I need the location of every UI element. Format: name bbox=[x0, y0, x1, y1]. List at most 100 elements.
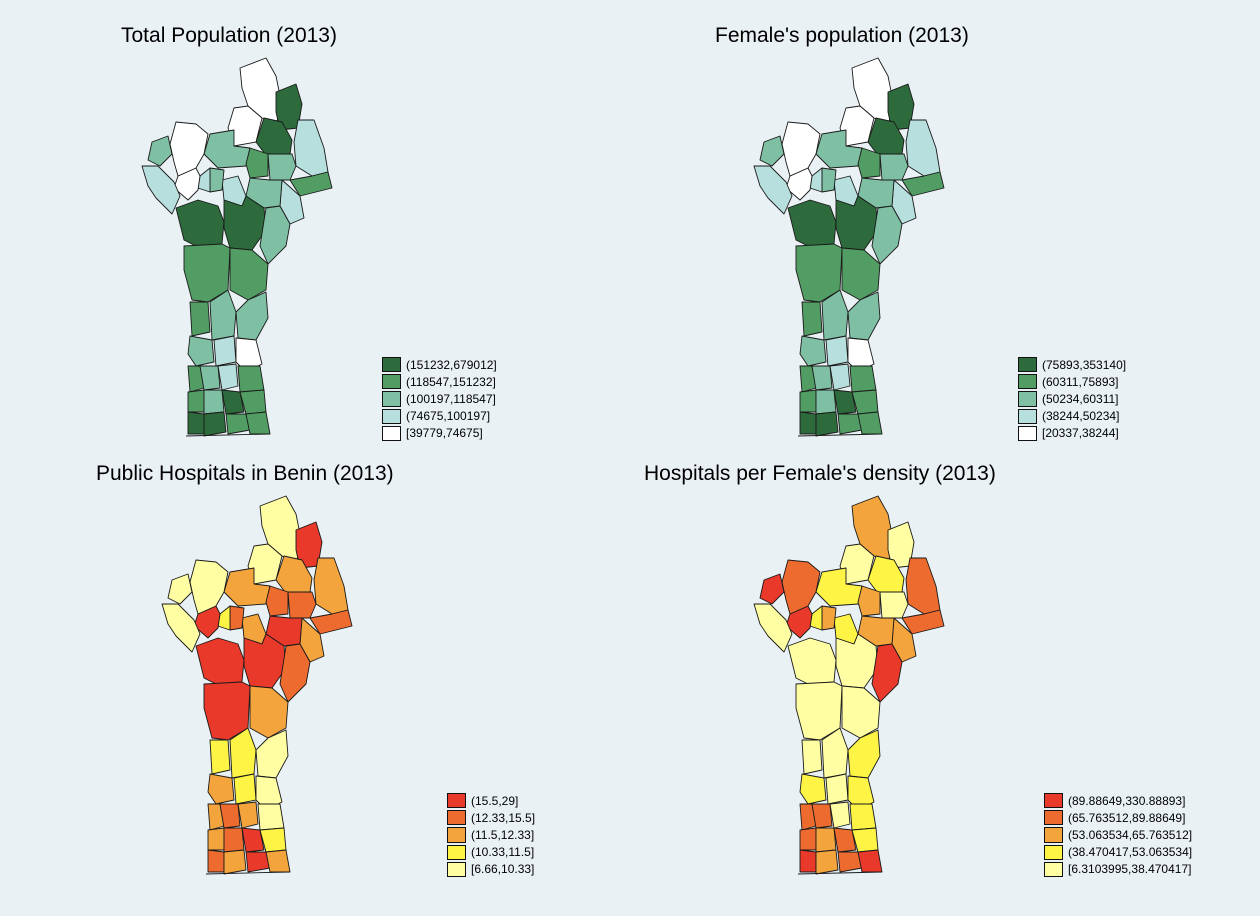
legend-label: [20337,38244] bbox=[1042, 426, 1119, 441]
commune-region bbox=[821, 167, 837, 193]
commune-region bbox=[841, 685, 881, 739]
commune-region bbox=[207, 827, 225, 851]
commune-region bbox=[147, 135, 173, 167]
legend-label: (15.5,29] bbox=[471, 793, 519, 808]
legend-density: (89.88649,330.88893] (65.763512,89.88649… bbox=[1044, 792, 1192, 878]
commune-region bbox=[795, 681, 843, 741]
legend-item: (74675,100197] bbox=[382, 408, 497, 425]
commune-region bbox=[759, 573, 785, 605]
commune-region bbox=[849, 365, 877, 393]
commune-region bbox=[203, 389, 225, 415]
legend-label: (151232,679012] bbox=[406, 357, 497, 372]
legend-swatch bbox=[447, 810, 466, 826]
commune-region bbox=[233, 773, 257, 805]
legend-label: [6.66,10.33] bbox=[471, 862, 535, 877]
legend-item: [6.66,10.33] bbox=[447, 861, 535, 878]
legend-item: (15.5,29] bbox=[447, 792, 535, 809]
legend-label: (12.33,15.5] bbox=[471, 810, 536, 825]
legend-label: (38.470417,53.063534] bbox=[1068, 845, 1193, 860]
commune-region bbox=[219, 803, 241, 829]
legend-swatch bbox=[1044, 861, 1063, 877]
commune-region bbox=[879, 153, 909, 181]
commune-region bbox=[849, 803, 877, 831]
commune-region bbox=[237, 801, 259, 829]
commune-region bbox=[161, 603, 201, 653]
commune-region bbox=[841, 247, 881, 301]
legend-label: (60311,75893] bbox=[1042, 374, 1119, 389]
commune-region bbox=[209, 167, 225, 193]
legend-item: (75893,353140] bbox=[1018, 356, 1126, 373]
commune-region bbox=[267, 153, 297, 181]
legend-swatch bbox=[1018, 357, 1037, 373]
commune-region bbox=[799, 335, 827, 367]
coastline bbox=[205, 871, 291, 875]
legend-item: (118547,151232] bbox=[382, 373, 497, 390]
commune-region bbox=[833, 389, 857, 415]
coastline bbox=[797, 433, 883, 437]
commune-region bbox=[839, 105, 875, 147]
legend-item: (11.5,12.33] bbox=[447, 826, 535, 843]
commune-region bbox=[293, 119, 329, 177]
legend-label: (118547,151232] bbox=[406, 374, 496, 389]
commune-region bbox=[787, 199, 837, 247]
legend-swatch bbox=[382, 425, 401, 441]
commune-region bbox=[829, 801, 851, 829]
legend-swatch bbox=[1044, 844, 1063, 860]
commune-region bbox=[229, 247, 269, 301]
legend-item: (12.33,15.5] bbox=[447, 809, 535, 826]
legend-swatch bbox=[1018, 425, 1037, 441]
benin-map-total bbox=[141, 57, 333, 437]
commune-region bbox=[857, 585, 881, 617]
legend-item: (10.33,11.5] bbox=[447, 844, 535, 861]
commune-region bbox=[247, 543, 283, 585]
commune-region bbox=[815, 827, 837, 853]
commune-region bbox=[313, 557, 349, 615]
coastline bbox=[797, 871, 883, 875]
commune-region bbox=[781, 121, 821, 177]
commune-region bbox=[801, 739, 823, 775]
commune-region bbox=[187, 411, 205, 435]
commune-region bbox=[189, 559, 229, 615]
legend-swatch bbox=[1018, 391, 1037, 407]
commune-region bbox=[227, 105, 263, 147]
panel-title-hospitals: Public Hospitals in Benin (2013) bbox=[96, 462, 394, 485]
commune-region bbox=[259, 205, 291, 265]
commune-region bbox=[905, 557, 941, 615]
commune-region bbox=[811, 365, 833, 391]
commune-region bbox=[799, 849, 817, 873]
legend-label: (38244,50234] bbox=[1042, 409, 1120, 424]
commune-region bbox=[879, 591, 909, 619]
panel-title-female: Female's population (2013) bbox=[715, 24, 969, 47]
commune-region bbox=[203, 681, 251, 741]
legend-item: (151232,679012] bbox=[382, 356, 497, 373]
legend-swatch bbox=[382, 408, 401, 424]
commune-region bbox=[249, 685, 289, 739]
commune-region bbox=[811, 803, 833, 829]
commune-region bbox=[787, 637, 837, 685]
legend-swatch bbox=[447, 844, 466, 860]
commune-region bbox=[207, 849, 225, 873]
legend-swatch bbox=[382, 357, 401, 373]
commune-region bbox=[759, 135, 785, 167]
panel-title-total: Total Population (2013) bbox=[121, 24, 337, 47]
legend-swatch bbox=[1044, 793, 1063, 809]
commune-region bbox=[213, 335, 237, 367]
commune-region bbox=[753, 165, 793, 215]
commune-region bbox=[905, 119, 941, 177]
commune-region bbox=[825, 773, 849, 805]
legend-label: [6.3103995,38.470417] bbox=[1068, 862, 1192, 877]
commune-region bbox=[229, 727, 257, 779]
legend-label: (65.763512,89.88649] bbox=[1068, 810, 1186, 825]
commune-region bbox=[857, 849, 883, 873]
commune-region bbox=[203, 411, 227, 437]
commune-region bbox=[189, 301, 211, 337]
commune-region bbox=[195, 637, 245, 685]
commune-region bbox=[815, 389, 837, 415]
commune-region bbox=[871, 643, 903, 703]
legend-hospitals: (15.5,29] (12.33,15.5] (11.5,12.33] (10.… bbox=[447, 792, 535, 878]
commune-region bbox=[871, 205, 903, 265]
legend-label: (50234,60311] bbox=[1042, 391, 1119, 406]
legend-label: (53.063534,65.763512] bbox=[1068, 827, 1193, 842]
commune-region bbox=[825, 335, 849, 367]
benin-map-female bbox=[753, 57, 945, 437]
